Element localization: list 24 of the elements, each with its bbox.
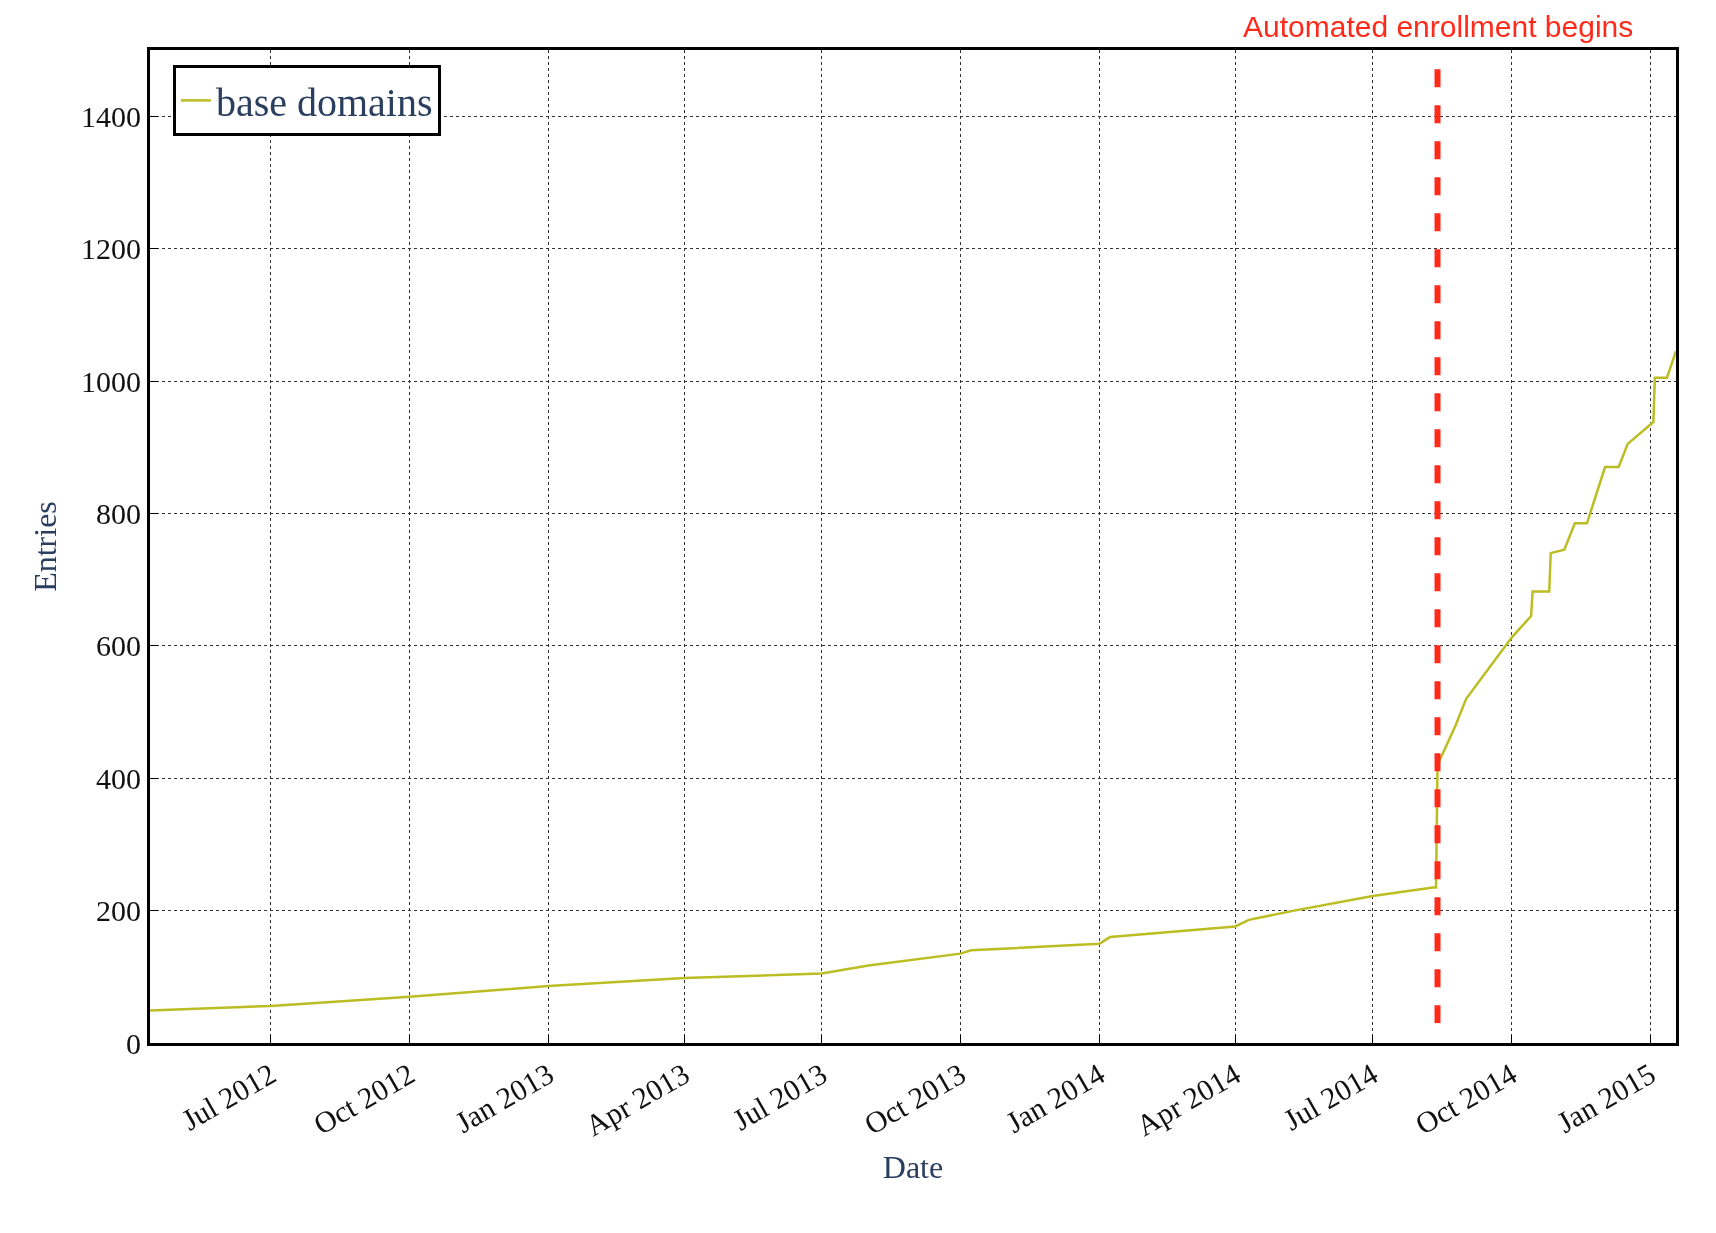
x-tick-label: Apr 2014: [1130, 1056, 1246, 1143]
x-tick-label: Oct 2014: [1409, 1056, 1522, 1141]
y-tick-label: 400: [96, 761, 141, 795]
y-tick-label: 1000: [81, 364, 141, 398]
x-tick-label: Jul 2012: [175, 1056, 282, 1137]
x-tick-label: Apr 2013: [579, 1056, 695, 1143]
y-tick-label: 200: [96, 894, 141, 928]
x-tick-label: Oct 2013: [858, 1056, 972, 1141]
y-tick-label: 600: [96, 629, 141, 663]
y-tick-label: 1200: [81, 232, 141, 266]
x-tick-label: Jul 2013: [726, 1056, 833, 1137]
x-tick-label: Oct 2012: [307, 1056, 421, 1141]
x-tick-label: Jan 2014: [1000, 1056, 1110, 1139]
ref-line-label: Automated enrollment begins: [1243, 10, 1634, 43]
x-axis-title: Date: [882, 1149, 944, 1186]
y-tick-label: 1400: [81, 99, 141, 133]
x-tick-label: Jul 2014: [1277, 1056, 1384, 1137]
legend-label: base domains: [215, 79, 433, 125]
y-axis-title: Entries: [27, 501, 64, 592]
x-tick-label: Jan 2013: [449, 1056, 559, 1139]
y-tick-label: 0: [126, 1026, 141, 1060]
x-tick-label: Jan 2015: [1551, 1056, 1661, 1139]
line-series: [150, 349, 1676, 1012]
y-tick-label: 800: [96, 496, 141, 530]
